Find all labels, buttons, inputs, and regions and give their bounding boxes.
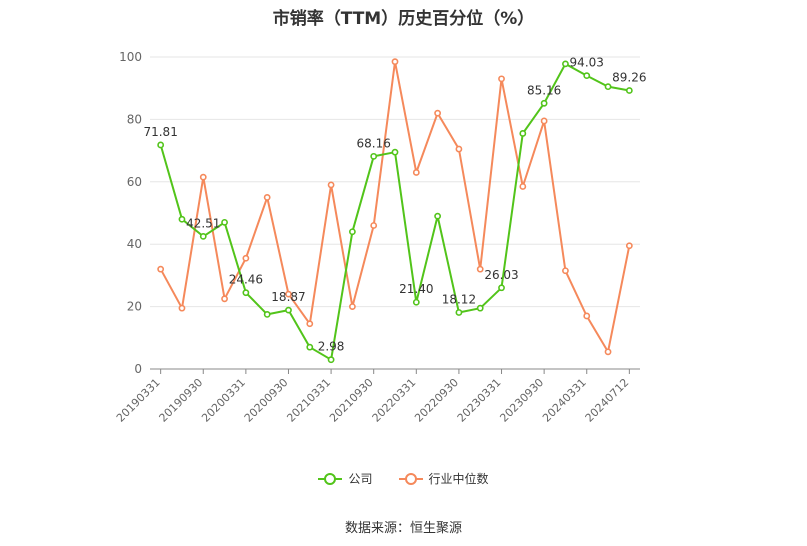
industry-median-data-point bbox=[391, 58, 399, 66]
y-tick-label: 80 bbox=[127, 112, 142, 126]
industry-median-data-point bbox=[540, 117, 548, 125]
legend-label-industry-median: 行业中位数 bbox=[428, 472, 489, 486]
industry-median-data-point bbox=[434, 109, 442, 117]
x-tick-label: 20240712 bbox=[583, 376, 632, 425]
industry-median-data-point bbox=[157, 265, 165, 273]
industry-median-data-point bbox=[285, 290, 292, 298]
company-data-point bbox=[221, 218, 228, 226]
data-source: 数据来源：恒生聚源 bbox=[344, 521, 462, 536]
x-tick-label: 20220930 bbox=[412, 376, 461, 425]
company-data-point bbox=[455, 309, 463, 316]
company-data-point bbox=[327, 356, 335, 364]
legend-item-company[interactable]: 公司 bbox=[318, 470, 373, 487]
company-data-point bbox=[476, 304, 484, 312]
data-label: 68.16 bbox=[357, 136, 391, 150]
industry-median-data-point bbox=[178, 304, 186, 312]
chart-title: 市销率（TTM）历史百分位（%） bbox=[272, 9, 535, 29]
company-data-point bbox=[348, 228, 356, 236]
series-lines bbox=[157, 58, 633, 364]
y-tick-label: 20 bbox=[127, 300, 142, 314]
company-data-point bbox=[178, 215, 186, 223]
industry-median-data-point bbox=[263, 193, 271, 201]
x-tick-label: 20210331 bbox=[284, 376, 333, 425]
company-data-point bbox=[583, 72, 591, 80]
company-data-point bbox=[199, 232, 207, 240]
company-data-point bbox=[391, 148, 399, 156]
legend-label-company: 公司 bbox=[348, 472, 373, 486]
company-data-point bbox=[498, 284, 505, 292]
x-tick-label: 20220331 bbox=[370, 376, 419, 425]
industry-median-data-point bbox=[327, 181, 335, 189]
industry-median-data-point bbox=[583, 312, 591, 320]
x-tick-label: 20230930 bbox=[497, 376, 546, 425]
industry-median-series-line bbox=[159, 60, 631, 353]
company-data-point bbox=[434, 212, 442, 220]
data-label: 89.26 bbox=[612, 71, 646, 85]
legend-swatch-company bbox=[318, 472, 343, 485]
x-tick-label: 20200930 bbox=[242, 376, 291, 425]
legend-swatch-industry-median bbox=[398, 472, 423, 485]
industry-median-data-point bbox=[455, 145, 463, 153]
industry-median-data-point bbox=[498, 75, 505, 83]
industry-median-data-point bbox=[242, 254, 250, 262]
data-label: 2.98 bbox=[318, 340, 345, 354]
company-data-point bbox=[370, 152, 378, 160]
legend-item-industry-median[interactable]: 行业中位数 bbox=[398, 470, 489, 487]
company-data-point bbox=[540, 99, 548, 107]
industry-median-data-point bbox=[370, 222, 378, 229]
y-tick-label: 60 bbox=[127, 175, 142, 189]
data-label: 24.46 bbox=[229, 273, 263, 287]
company-data-point bbox=[306, 343, 314, 351]
company-data-point bbox=[562, 60, 569, 68]
industry-median-data-point bbox=[476, 265, 484, 273]
x-tick-label: 20240331 bbox=[540, 376, 589, 425]
industry-median-data-point bbox=[199, 173, 207, 181]
industry-median-data-point bbox=[519, 183, 527, 190]
company-data-point bbox=[625, 87, 633, 94]
x-tick-label: 20190930 bbox=[157, 376, 206, 425]
x-tick-label: 20210930 bbox=[327, 376, 376, 425]
x-tick-label: 20200331 bbox=[199, 376, 248, 425]
industry-median-data-point bbox=[562, 267, 569, 275]
data-label: 94.03 bbox=[570, 56, 604, 70]
company-data-point bbox=[285, 306, 292, 314]
legend: 公司 行业中位数 bbox=[0, 470, 807, 487]
industry-median-data-point bbox=[221, 295, 228, 303]
industry-median-data-point bbox=[625, 242, 633, 250]
company-data-point bbox=[263, 310, 271, 318]
y-tick-label: 40 bbox=[127, 237, 142, 251]
company-data-point bbox=[519, 130, 527, 137]
industry-median-data-point bbox=[412, 169, 420, 176]
company-data-point bbox=[242, 289, 250, 297]
y-tick-label: 0 bbox=[134, 362, 142, 376]
x-tick-label: 20230331 bbox=[455, 376, 504, 425]
industry-median-data-point bbox=[604, 348, 612, 356]
data-label: 21.40 bbox=[399, 282, 433, 296]
company-data-point bbox=[157, 141, 165, 149]
data-label: 18.12 bbox=[442, 292, 476, 306]
company-data-point bbox=[412, 298, 420, 306]
data-labels: 71.81 42.51 24.46 18.87 2.98 68.16 21.40 18.12 2… bbox=[143, 56, 646, 354]
x-tick-label: 20190331 bbox=[114, 376, 163, 425]
data-label: 26.03 bbox=[484, 268, 518, 282]
industry-median-data-point bbox=[348, 303, 356, 310]
grid-lines bbox=[150, 56, 640, 308]
data-label: 85.16 bbox=[527, 83, 561, 97]
industry-median-data-point bbox=[306, 320, 314, 328]
data-label: 18.87 bbox=[271, 290, 305, 304]
company-data-point bbox=[604, 83, 612, 91]
y-tick-label: 100 bbox=[119, 50, 142, 64]
data-label: 71.81 bbox=[143, 125, 177, 139]
data-label: 42.51 bbox=[186, 216, 220, 230]
company-series-line bbox=[159, 62, 630, 361]
